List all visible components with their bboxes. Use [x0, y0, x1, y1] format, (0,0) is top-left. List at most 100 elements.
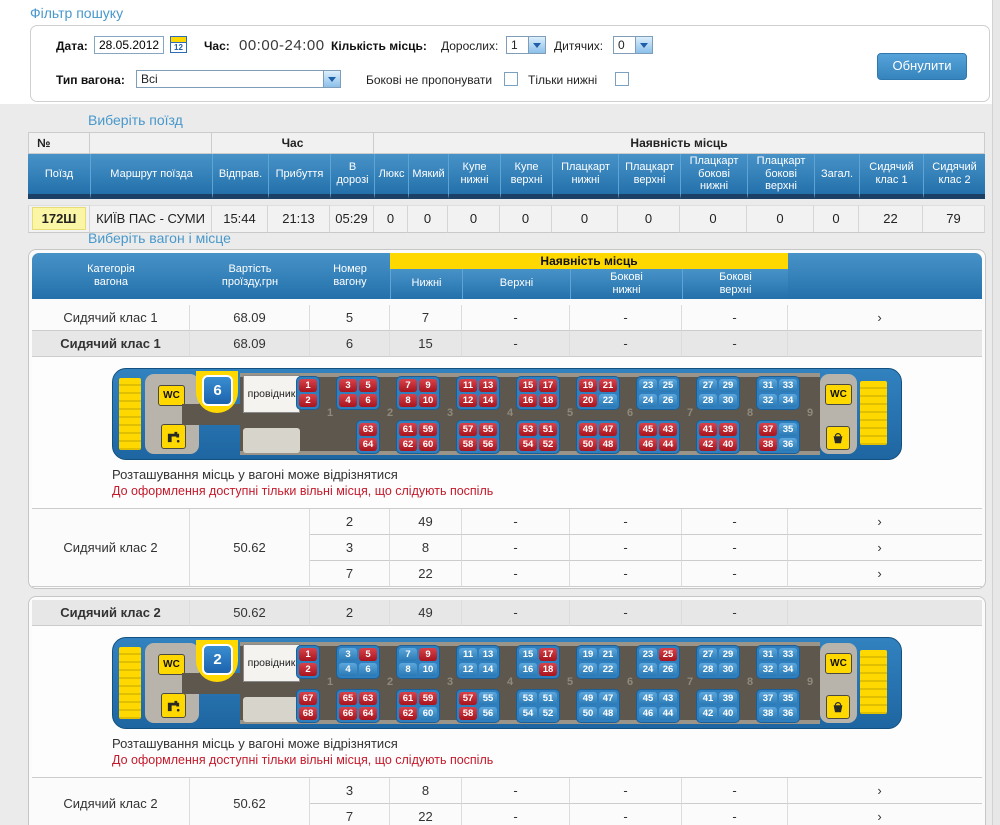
seat-49[interactable]: 49 [579, 692, 597, 705]
seat-33[interactable]: 33 [779, 648, 797, 661]
seat-50[interactable]: 50 [579, 707, 597, 720]
seat-3[interactable]: 3 [339, 648, 357, 661]
wagon-row[interactable]: 7 22 - - - › [32, 804, 982, 825]
seat-51[interactable]: 51 [539, 692, 557, 705]
seat-30[interactable]: 30 [719, 663, 737, 676]
seat-23[interactable]: 23 [639, 379, 657, 392]
seat-50: 50 [579, 438, 597, 451]
seat-39[interactable]: 39 [719, 692, 737, 705]
seat-30[interactable]: 30 [719, 394, 737, 407]
seat-47[interactable]: 47 [599, 692, 617, 705]
wagon-row[interactable]: Сидячий клас 2 50.62 3 8 - - - › [32, 778, 982, 825]
seat-12[interactable]: 12 [459, 663, 477, 676]
seat-55[interactable]: 55 [479, 692, 497, 705]
calendar-icon[interactable]: 12 [170, 36, 187, 53]
seat-45[interactable]: 45 [639, 692, 657, 705]
wagon-price: 68.09 [190, 305, 310, 331]
seat-34[interactable]: 34 [779, 663, 797, 676]
seat-35[interactable]: 35 [779, 423, 797, 436]
train-row[interactable]: 172Ш КИЇВ ПАС - СУМИ 15:44 21:13 05:29 0… [28, 204, 986, 233]
seat-24[interactable]: 24 [639, 663, 657, 676]
seat-23[interactable]: 23 [639, 648, 657, 661]
train-number-link[interactable]: 172Ш [31, 207, 87, 231]
seat-21[interactable]: 21 [599, 648, 617, 661]
chevron-right-icon[interactable]: › [788, 535, 982, 561]
wagon-row[interactable]: Сидячий клас 2 50.62 2 49 - - - › [32, 509, 982, 587]
seat-14[interactable]: 14 [479, 663, 497, 676]
seat-27[interactable]: 27 [699, 648, 717, 661]
chevron-right-icon[interactable]: › [788, 778, 982, 804]
seat-8[interactable]: 8 [399, 663, 417, 676]
seat-26[interactable]: 26 [659, 394, 677, 407]
seat-28[interactable]: 28 [699, 663, 717, 676]
wagon-row[interactable]: 3 8 - - - › [32, 535, 982, 561]
seat-43[interactable]: 43 [659, 692, 677, 705]
seat-31[interactable]: 31 [759, 379, 777, 392]
seat-56[interactable]: 56 [479, 707, 497, 720]
wagon-category: Сидячий клас 2 [32, 778, 190, 825]
chevron-right-icon[interactable]: › [788, 305, 982, 331]
seat-28[interactable]: 28 [699, 394, 717, 407]
seat-58: 58 [459, 707, 477, 720]
seat-37[interactable]: 37 [759, 692, 777, 705]
seat-38[interactable]: 38 [759, 707, 777, 720]
seat-29[interactable]: 29 [719, 648, 737, 661]
wagon-row[interactable]: 7 22 - - - › [32, 561, 982, 587]
children-select-value: 0 [618, 38, 625, 52]
chevron-right-icon[interactable]: › [788, 509, 982, 535]
seat-7[interactable]: 7 [399, 648, 417, 661]
chevron-right-icon[interactable]: › [788, 561, 982, 587]
seat-35[interactable]: 35 [779, 692, 797, 705]
seat-24[interactable]: 24 [639, 394, 657, 407]
seat-10[interactable]: 10 [419, 663, 437, 676]
reset-button[interactable]: Обнулити [877, 53, 967, 80]
seat-6[interactable]: 6 [359, 663, 377, 676]
seat-22[interactable]: 22 [599, 394, 617, 407]
seat-53[interactable]: 53 [519, 692, 537, 705]
only-lower-checkbox[interactable] [615, 72, 629, 86]
seat-34[interactable]: 34 [779, 394, 797, 407]
date-input[interactable] [94, 36, 164, 54]
chevron-right-icon[interactable]: › [788, 804, 982, 825]
seat-4[interactable]: 4 [339, 663, 357, 676]
wagon-row[interactable]: Сидячий клас 1 68.09 5 7 - - - › [32, 305, 982, 331]
seat-16[interactable]: 16 [519, 663, 537, 676]
seat-48[interactable]: 48 [599, 707, 617, 720]
seat-9: 9 [419, 379, 437, 392]
seat-36[interactable]: 36 [779, 438, 797, 451]
seat-41[interactable]: 41 [699, 692, 717, 705]
seat-31[interactable]: 31 [759, 648, 777, 661]
seat-block: 49 50 47 48 [577, 421, 619, 453]
free-upper: - [462, 600, 570, 626]
seat-54[interactable]: 54 [519, 707, 537, 720]
children-select[interactable]: 0 [613, 36, 653, 54]
seat-20[interactable]: 20 [579, 663, 597, 676]
seat-13[interactable]: 13 [479, 648, 497, 661]
seat-25[interactable]: 25 [659, 379, 677, 392]
seat-42[interactable]: 42 [699, 707, 717, 720]
wagon-row-selected[interactable]: Сидячий клас 2 50.62 2 49 - - - [32, 600, 982, 626]
seat-29[interactable]: 29 [719, 379, 737, 392]
wagon-type-select[interactable]: Всі [136, 70, 341, 88]
wagon-diagram-cell: WC 2 провідник 1 2 3 4 5 6 7 8 9 10 11 12 13 14 15 1 [32, 626, 982, 778]
adults-select[interactable]: 1 [506, 36, 546, 54]
seat-60[interactable]: 60 [419, 707, 437, 720]
wagon-row-selected[interactable]: Сидячий клас 1 68.09 6 15 - - - [32, 331, 982, 357]
no-side-checkbox[interactable] [504, 72, 518, 86]
seat-33[interactable]: 33 [779, 379, 797, 392]
seat-40[interactable]: 40 [719, 707, 737, 720]
seat-22[interactable]: 22 [599, 663, 617, 676]
seat-15[interactable]: 15 [519, 648, 537, 661]
seat-44[interactable]: 44 [659, 707, 677, 720]
seat-36[interactable]: 36 [779, 707, 797, 720]
seat-27[interactable]: 27 [699, 379, 717, 392]
seat-32[interactable]: 32 [759, 663, 777, 676]
wc-icon: WC [158, 654, 185, 675]
seat-19[interactable]: 19 [579, 648, 597, 661]
seat-52[interactable]: 52 [539, 707, 557, 720]
seat-46[interactable]: 46 [639, 707, 657, 720]
seat-11[interactable]: 11 [459, 648, 477, 661]
seat-32[interactable]: 32 [759, 394, 777, 407]
seat-26[interactable]: 26 [659, 663, 677, 676]
